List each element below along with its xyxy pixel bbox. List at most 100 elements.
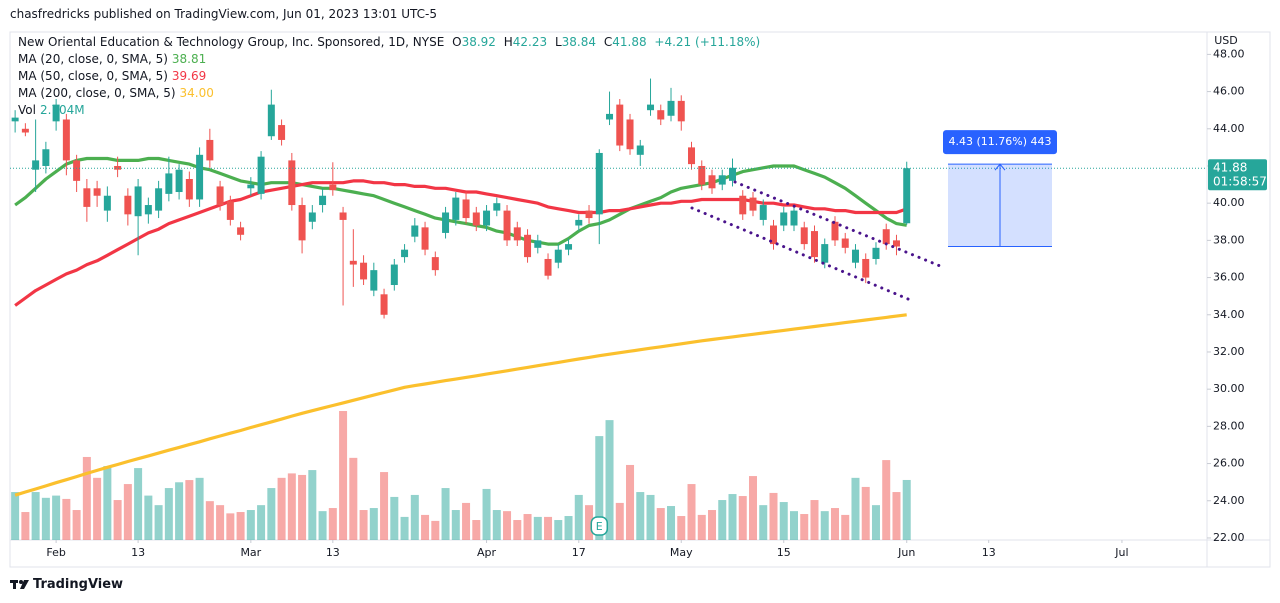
candle-body xyxy=(83,188,91,207)
candle-body xyxy=(749,197,757,211)
logo-part xyxy=(13,580,16,589)
x-tick-label: Apr xyxy=(477,546,497,559)
volume-bar xyxy=(749,476,758,540)
ohlc-letter: C xyxy=(603,35,613,49)
x-tick-label: 13 xyxy=(131,546,145,559)
candle-body xyxy=(821,244,829,263)
candle-body xyxy=(185,178,193,200)
candle-body xyxy=(575,219,583,226)
volume-bar xyxy=(267,488,276,540)
volume-bar xyxy=(646,494,655,540)
candle-body xyxy=(165,173,173,194)
y-tick-label: 46.00 xyxy=(1213,85,1245,98)
volume-bar xyxy=(482,488,491,540)
candle-body xyxy=(226,201,234,220)
candle-body xyxy=(800,227,808,245)
legend-value: 2.704M xyxy=(39,103,85,117)
volume-bar xyxy=(103,466,112,540)
candle-body xyxy=(155,188,163,211)
volume-bar xyxy=(164,488,173,540)
x-tick-label: 13 xyxy=(982,546,996,559)
candle-body xyxy=(759,205,767,220)
ohlc-letter: O xyxy=(452,35,462,49)
countdown: 01:58:57 xyxy=(1213,175,1267,189)
candle-body xyxy=(472,212,480,226)
earnings-badge xyxy=(590,516,609,536)
volume-bar xyxy=(52,495,61,540)
candle-body xyxy=(431,257,439,271)
x-tick-label: 15 xyxy=(777,546,791,559)
volume-bar xyxy=(851,477,860,540)
candle-body xyxy=(237,227,245,235)
candle-body xyxy=(349,260,357,265)
candle-body xyxy=(841,238,849,248)
candle-body xyxy=(667,100,675,116)
ohlc-value: 38.92 xyxy=(461,35,496,49)
y-tick-label: 26.00 xyxy=(1213,457,1245,470)
legend-value: 39.69 xyxy=(171,69,207,83)
logo-part xyxy=(20,580,29,589)
ma-line xyxy=(14,179,908,307)
last-price-label: 41.88 xyxy=(1213,161,1247,175)
candle-body xyxy=(688,147,696,165)
x-tick-label: Jul xyxy=(1114,546,1128,559)
volume-bar xyxy=(902,479,911,540)
volume-bar xyxy=(431,520,440,540)
measure-label: 4.43 (11.76%) 443 xyxy=(948,135,1051,148)
symbol-title: New Oriental Education & Technology Grou… xyxy=(18,35,445,49)
volume-bar xyxy=(318,511,327,540)
candle-body xyxy=(769,225,777,245)
candle-body xyxy=(718,175,726,185)
candle-body xyxy=(903,168,911,224)
volume-bar xyxy=(41,497,50,540)
candle-body xyxy=(524,234,532,258)
volume-bar xyxy=(328,508,337,540)
candle-body xyxy=(175,169,183,193)
candle-body xyxy=(288,160,296,206)
volume-bar xyxy=(585,505,594,540)
y-tick-label: 24.00 xyxy=(1213,494,1245,507)
x-tick-label: May xyxy=(670,546,693,559)
volume-bar xyxy=(349,457,358,540)
y-tick-label: 22.00 xyxy=(1213,531,1245,544)
candle-body xyxy=(892,240,900,247)
volume-bar xyxy=(544,516,553,540)
volume-bar xyxy=(31,492,40,540)
volume-bar xyxy=(380,472,389,540)
volume-bar xyxy=(626,464,635,540)
legend-row: MA (20, close, 0, SMA, 5) 38.81 xyxy=(18,51,764,68)
legend: New Oriental Education & Technology Grou… xyxy=(18,34,764,119)
candle-body xyxy=(267,104,275,137)
volume-bar xyxy=(21,512,30,540)
volume-bar xyxy=(369,508,378,540)
volume-bar xyxy=(656,508,665,540)
candle-body xyxy=(636,145,644,155)
trend-lines xyxy=(690,180,947,301)
frame xyxy=(9,31,1271,568)
candle-body xyxy=(729,167,737,181)
volume-bar xyxy=(185,480,194,540)
legend-entry: Vol xyxy=(18,103,36,117)
volume-bar xyxy=(144,495,153,540)
y-tick-label: 36.00 xyxy=(1213,271,1245,284)
candle-body xyxy=(360,262,368,280)
x-tick-label: 17 xyxy=(572,546,586,559)
volume-bar xyxy=(820,511,829,540)
publish-header: chasfredricks published on TradingView.c… xyxy=(10,7,437,21)
volume-bar xyxy=(574,494,583,540)
volume-bar xyxy=(421,514,430,540)
volume-bar xyxy=(841,514,850,540)
candle-body xyxy=(401,249,409,258)
legend-entry: MA (200, close, 0, SMA, 5) xyxy=(18,86,176,100)
volume-bar xyxy=(113,500,122,540)
volume-bar xyxy=(93,477,102,540)
volume-bar xyxy=(595,436,604,540)
volume-bar xyxy=(615,502,624,540)
volume-bar xyxy=(216,505,225,540)
volume-bar xyxy=(123,484,132,540)
candle-body xyxy=(247,184,255,189)
candle-body xyxy=(452,197,460,220)
x-tick-label: Jun xyxy=(897,546,915,559)
volume-bar xyxy=(226,513,235,540)
candle-body xyxy=(73,160,81,181)
